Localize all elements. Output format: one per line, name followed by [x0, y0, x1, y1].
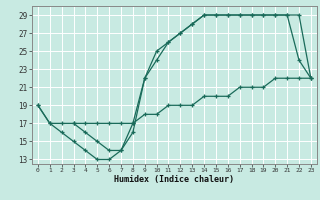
- X-axis label: Humidex (Indice chaleur): Humidex (Indice chaleur): [115, 175, 234, 184]
